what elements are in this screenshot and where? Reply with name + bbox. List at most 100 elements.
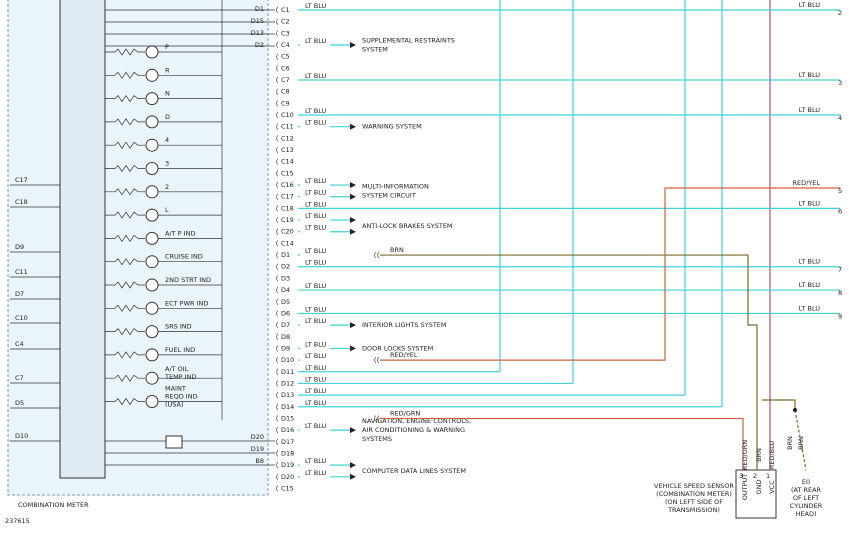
connector-mark bbox=[276, 310, 279, 317]
brn-wire bbox=[380, 254, 758, 470]
wire-label: LT BLU bbox=[799, 106, 821, 114]
system-label: ANTI-LOCK BRAKES SYSTEM bbox=[362, 222, 453, 230]
pin-label: D14 bbox=[281, 403, 294, 411]
sensor-label: (ON LEFT SIDE OF bbox=[665, 498, 723, 506]
pin-label: C18 bbox=[15, 198, 28, 206]
pin-label: D7 bbox=[281, 321, 290, 329]
pin-label: C17 bbox=[281, 193, 294, 201]
wire-label: BRN bbox=[786, 436, 794, 450]
pin-label: C16 bbox=[281, 181, 294, 189]
connector-mark bbox=[276, 146, 279, 154]
terminal-number: 9 bbox=[838, 312, 842, 320]
wire-label: BRN bbox=[390, 246, 404, 254]
indicator-bulb bbox=[145, 162, 159, 175]
meter-outline bbox=[7, 0, 269, 496]
connector-mark bbox=[276, 170, 279, 177]
system-label: WARNING SYSTEM bbox=[362, 123, 422, 131]
indicator-bulb bbox=[145, 208, 159, 222]
terminal-number: 3 bbox=[838, 79, 842, 87]
resistor bbox=[105, 258, 145, 266]
indicator-bulb bbox=[145, 278, 159, 292]
pin-label: D1 bbox=[255, 5, 264, 13]
resistor bbox=[105, 118, 145, 126]
pin-label: C2 bbox=[281, 18, 290, 26]
connector-mark bbox=[276, 473, 279, 481]
pin-label: D11 bbox=[281, 368, 294, 376]
pin-label: C12 bbox=[281, 134, 294, 142]
system-label: SYSTEM CIRCUIT bbox=[362, 191, 416, 199]
indicator-label: 2 bbox=[165, 183, 169, 191]
pin-label: D6 bbox=[281, 309, 290, 317]
connector-mark bbox=[276, 403, 279, 410]
resistor bbox=[105, 304, 145, 312]
pin-label: C18 bbox=[281, 204, 294, 212]
wire-label: RED/GRN bbox=[741, 440, 749, 470]
wire-label: LT BLU bbox=[305, 247, 327, 255]
pin-label: C4 bbox=[281, 41, 290, 49]
meter-title: COMBINATION METER bbox=[18, 501, 89, 509]
terminal-number: 2 bbox=[838, 9, 842, 17]
connector-mark bbox=[276, 18, 279, 25]
meter-block bbox=[59, 0, 106, 479]
wire-label: RED/YEL bbox=[792, 179, 820, 187]
ground-label: HEAD) bbox=[796, 510, 817, 518]
indicator-label: R bbox=[165, 66, 170, 74]
connector-mark bbox=[276, 123, 279, 130]
resistor bbox=[105, 351, 145, 359]
wire-label: LT BLU bbox=[305, 200, 327, 208]
connector-mark bbox=[276, 415, 279, 422]
wire-label: LT BLU bbox=[305, 422, 327, 430]
connector-mark bbox=[276, 426, 279, 434]
pin-label: D10 bbox=[281, 356, 294, 364]
wire-label: RED/GRN bbox=[390, 409, 420, 417]
wire-label: LT BLU bbox=[799, 258, 821, 266]
connector-mark bbox=[276, 6, 279, 14]
wire-label: LT BLU bbox=[799, 281, 821, 289]
pin-label: C11 bbox=[15, 268, 28, 276]
pin-label: C14 bbox=[281, 239, 294, 247]
wire-label: LT BLU bbox=[305, 457, 327, 465]
connector-mark bbox=[276, 53, 279, 60]
diode bbox=[165, 435, 183, 449]
system-label: NAVIGATION, ENGINE CONTROLS, bbox=[362, 417, 471, 425]
pin-label: D17 bbox=[281, 438, 294, 446]
wire-label: LT BLU bbox=[799, 199, 821, 207]
indicator-label: 2ND STRT IND bbox=[165, 276, 211, 284]
wire-label: LT BLU bbox=[305, 72, 327, 80]
indicator-bulb bbox=[145, 185, 159, 199]
pin-label: B8 bbox=[255, 457, 264, 465]
resistor bbox=[105, 48, 145, 56]
indicator-label: 4 bbox=[165, 136, 169, 144]
pin-label: D15 bbox=[251, 17, 264, 25]
pin-label: D7 bbox=[15, 290, 24, 298]
wire-label: RED/YEL bbox=[390, 351, 418, 359]
pin-label: C3 bbox=[281, 29, 290, 37]
ground-label: (AT REAR bbox=[791, 486, 822, 494]
pin-label: D9 bbox=[15, 243, 24, 251]
pin-label: C8 bbox=[281, 88, 290, 96]
sensor-box bbox=[735, 469, 777, 519]
wire-label: LT BLU bbox=[305, 352, 327, 360]
resistor bbox=[105, 71, 145, 79]
indicator-bulb bbox=[145, 231, 159, 245]
arrow bbox=[350, 345, 356, 352]
wire-label: LT BLU bbox=[799, 1, 821, 9]
pin-label: D13 bbox=[251, 29, 264, 37]
connector-mark bbox=[276, 100, 279, 107]
connector-mark bbox=[276, 391, 279, 399]
indicator-label: L bbox=[165, 206, 169, 214]
wire-label: LT BLU bbox=[305, 119, 327, 127]
indicator-label: A/T OIL bbox=[165, 365, 189, 373]
connector-mark bbox=[276, 298, 279, 305]
connector-mark bbox=[276, 111, 279, 119]
pin-label: D2 bbox=[281, 263, 290, 271]
pin-label: C9 bbox=[281, 99, 290, 107]
indicator-label: P bbox=[165, 43, 169, 51]
ground-label: E0 bbox=[802, 478, 810, 486]
connector-mark bbox=[276, 135, 279, 142]
wire-label: LT BLU bbox=[305, 282, 327, 290]
indicator-bulb bbox=[145, 45, 159, 59]
splice-mark bbox=[374, 415, 380, 422]
connector-mark bbox=[276, 41, 279, 49]
arrow bbox=[350, 193, 356, 200]
